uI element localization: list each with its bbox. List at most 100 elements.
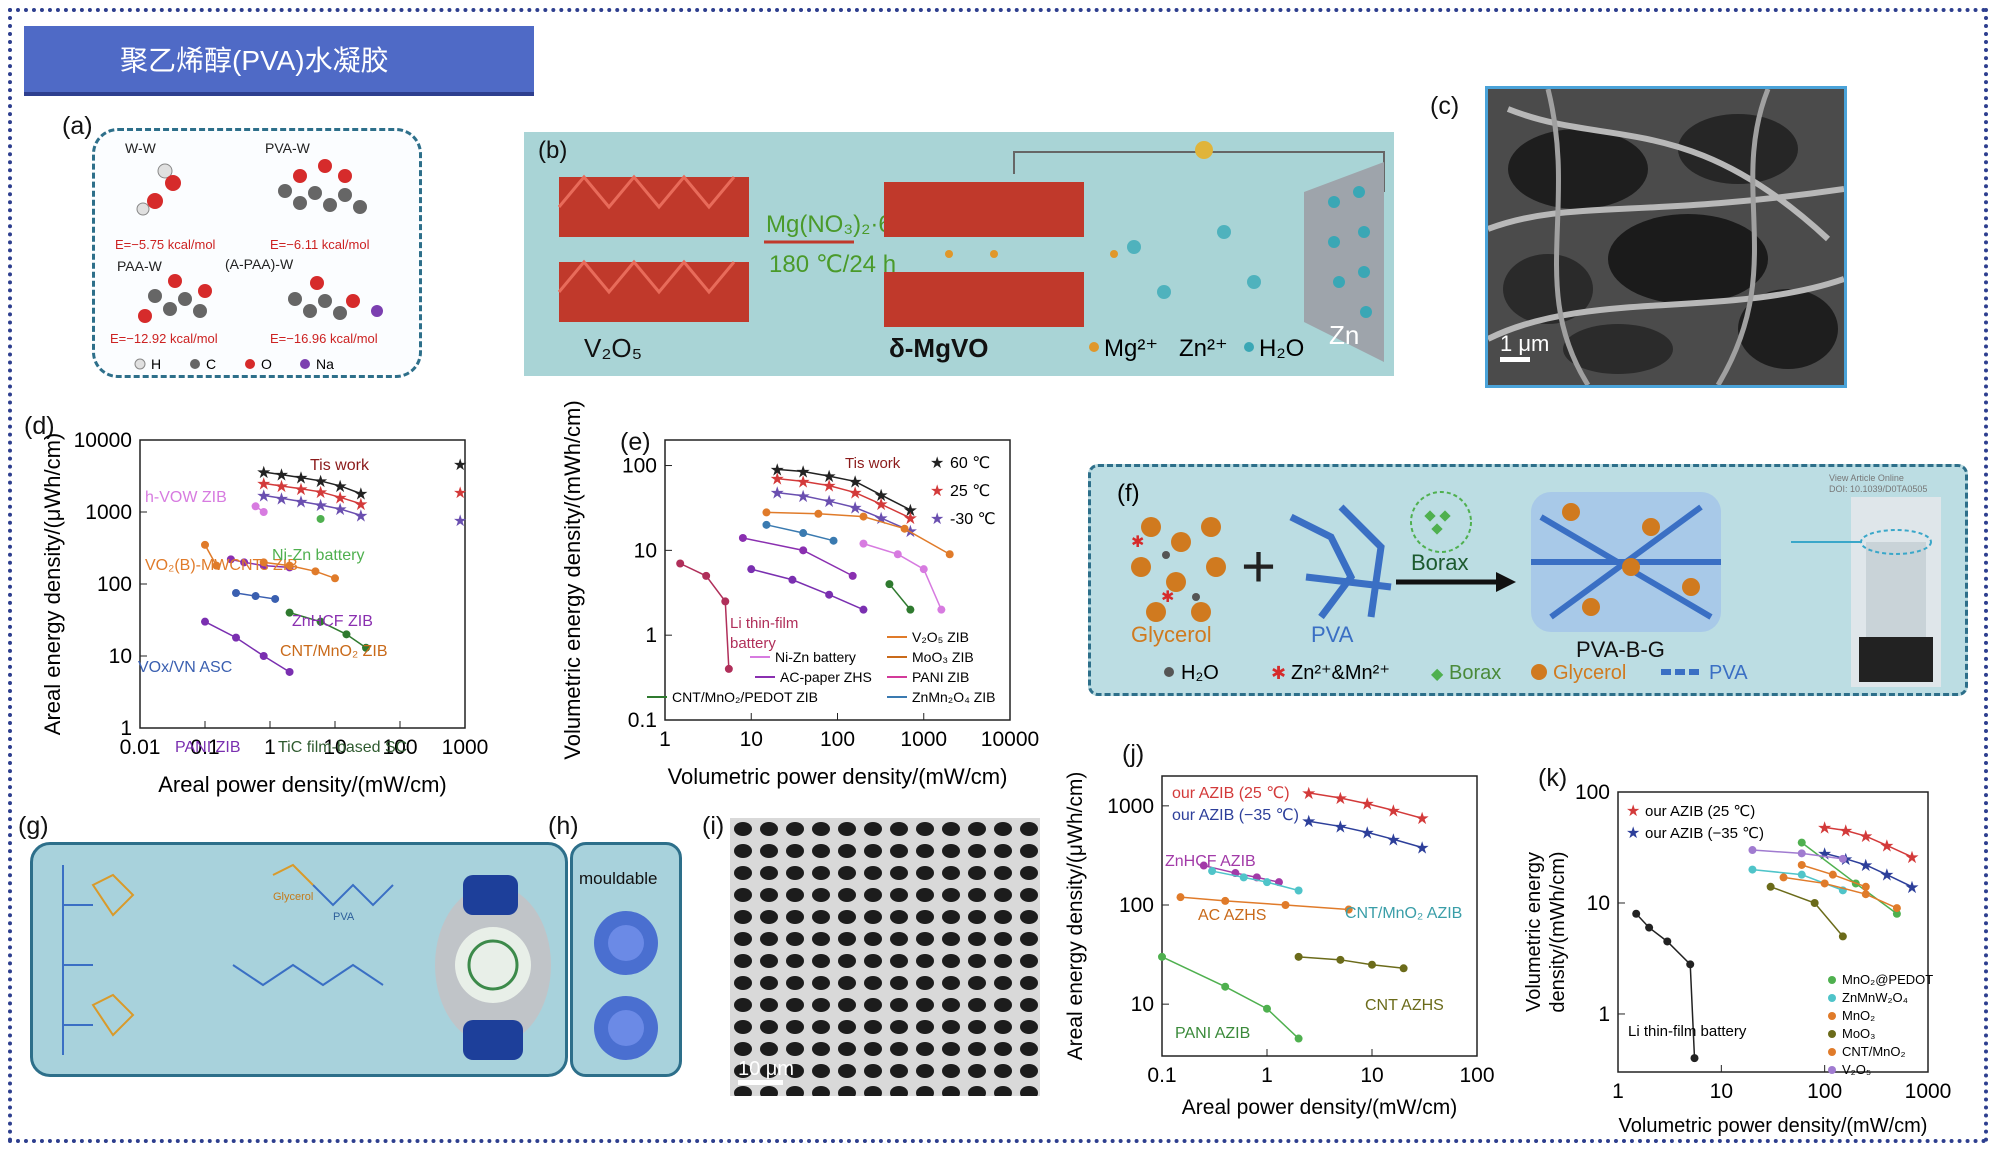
data-point: ★ (1360, 795, 1375, 814)
series-line-9 (751, 568, 864, 611)
data-point: ★ (1879, 866, 1894, 885)
legend-item: our AZIB (−35 ℃) (1645, 825, 1764, 842)
legend-item: our AZIB (25 ℃) (1645, 803, 1755, 820)
apaaw-label: (A-PAA)-W (225, 256, 294, 272)
panel-a: W-W PVA-W E=−5.75 kcal/mol E=−6.11 kcal/… (92, 128, 422, 378)
data-point (859, 539, 868, 548)
data-point: ★ (796, 472, 811, 491)
data-point (1779, 873, 1788, 882)
legend-glycerol: Glycerol (1553, 662, 1626, 684)
data-point (1294, 1034, 1303, 1043)
data-point (848, 571, 857, 580)
data-point: ★ (274, 477, 289, 496)
data-point (814, 509, 823, 518)
data-point: ★ (822, 467, 837, 486)
h2o-label: H₂O (1259, 335, 1304, 362)
x-axis-title: Areal power density/(mW/cm) (158, 772, 447, 797)
zn-ion-label: Zn²⁺ (1179, 335, 1228, 362)
ww-label: W-W (125, 140, 157, 156)
data-point (937, 605, 946, 614)
data-point: ★ (796, 463, 811, 482)
label-c: (c) (1430, 92, 1460, 120)
data-point: ★ (333, 500, 348, 519)
data-point (1797, 870, 1806, 879)
paaw-label: PAA-W (117, 258, 163, 274)
data-point: ★ (293, 492, 308, 511)
mgvo-schematic: (b) Mg(NO₃)₂·6H₂O 180 ℃/24 h V₂O₅ δ-MgVO (538, 137, 1385, 363)
data-point (342, 630, 351, 639)
legend-h2o: H₂O (1181, 662, 1219, 684)
data-point: ★ (1817, 844, 1832, 863)
data-point: ★ (903, 501, 918, 520)
data-point: ★ (293, 469, 308, 488)
data-point: ★ (256, 486, 271, 505)
data-point (251, 502, 260, 511)
legend-bottom-item: Ni-Zn battery (775, 649, 856, 665)
legend-borax: Borax (1449, 662, 1501, 684)
data-point: ★ (1333, 817, 1348, 836)
legend-item: our AZIB (−35 ℃) (1172, 807, 1299, 824)
svg-text:C: C (206, 356, 216, 372)
data-point: ★ (293, 480, 308, 499)
glycerol-label: Glycerol (1131, 622, 1212, 647)
data-point (1294, 952, 1303, 961)
y-tick-label: 1 (1598, 1003, 1610, 1026)
series-line-5 (1298, 956, 1404, 970)
data-point: ★ (770, 470, 785, 489)
data-point: ★ (353, 495, 368, 514)
data-point: ★ (313, 472, 328, 491)
watermark-1: View Article Online (1829, 473, 1904, 483)
device-photo (435, 875, 551, 1060)
data-point (285, 561, 294, 570)
y-tick-label: 10 (109, 645, 132, 668)
data-point: ★ (1817, 818, 1832, 837)
data-point (762, 520, 771, 529)
annotation: PANI ZIB (175, 739, 241, 756)
ww-molecule (136, 163, 181, 216)
data-point (1663, 937, 1672, 946)
x-axis-title: Areal power density/(mW/cm) (1182, 1096, 1457, 1119)
y-tick-label: 0.1 (628, 709, 657, 732)
y-tick-label: 100 (1119, 894, 1154, 917)
banner-title: 聚乙烯醇(PVA)水凝胶 (24, 26, 534, 96)
data-point (799, 546, 808, 555)
svg-text:✱: ✱ (1131, 534, 1144, 551)
legend-top-item: 60 ℃ (950, 455, 990, 472)
data-point (251, 592, 260, 601)
panel-i-sem: 10 μm (730, 818, 1040, 1096)
annotation: VOx/VN ASC (138, 659, 232, 676)
series-line-0 (777, 468, 911, 511)
label-a: (a) (62, 112, 93, 140)
legend-bottom-item: ZnMn₂O₄ ZIB (912, 689, 996, 705)
svg-text:✱: ✱ (1271, 663, 1286, 683)
data-point (885, 580, 894, 589)
annotation: Ni-Zn battery (272, 547, 364, 564)
series-line-1 (777, 477, 911, 519)
data-point (825, 590, 834, 599)
data-point: ★ (847, 484, 862, 503)
data-point: ★ (1904, 848, 1919, 867)
y-axis-title: Areal energy density/(μWh/cm) (40, 433, 65, 735)
arrow-head (1496, 572, 1516, 592)
v2o5-crystal (557, 174, 749, 322)
data-point (259, 558, 268, 567)
annotation: TiC film-based SC (278, 739, 407, 756)
data-point (747, 565, 756, 574)
ions (1110, 225, 1261, 299)
e4-label: E=−16.96 kcal/mol (270, 331, 378, 346)
annotation: CNT/MnO₂ ZIB (280, 643, 388, 660)
y-axis-title-2: density/(mWh/cm) (1547, 851, 1569, 1012)
data-point: ★ (1904, 878, 1919, 897)
x-tick-label: 0.1 (1147, 1064, 1176, 1087)
series-line-3 (863, 542, 943, 610)
lithin-label-2: battery (730, 635, 776, 652)
x-axis-title: Volumetric power density/(mW/cm) (668, 764, 1008, 789)
x-tick-label: 10000 (981, 728, 1039, 751)
x-tick-label: 1000 (900, 728, 947, 751)
y-tick-label: 1 (645, 624, 657, 647)
data-point (1344, 905, 1353, 914)
data-point (1797, 838, 1806, 847)
data-point (1820, 879, 1829, 888)
series-line-6 (230, 558, 290, 569)
series-line-0 (1824, 826, 1913, 858)
